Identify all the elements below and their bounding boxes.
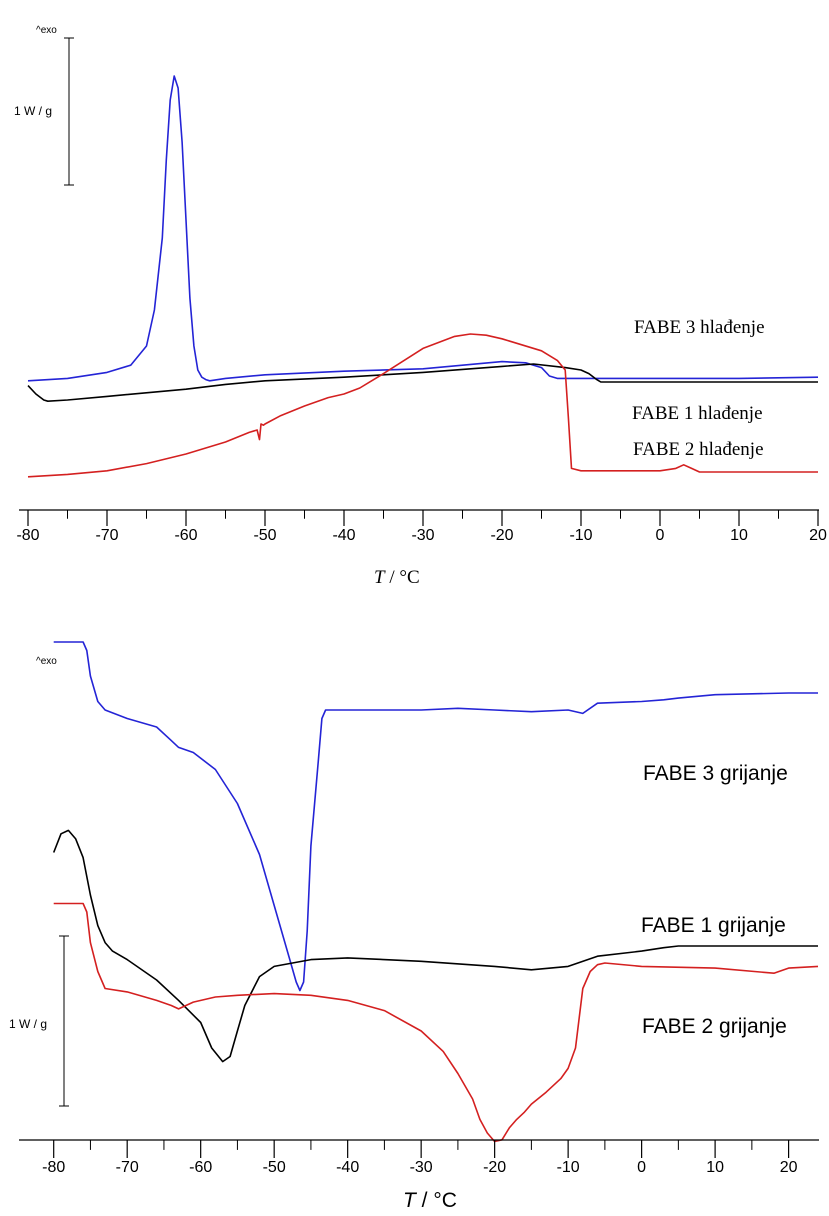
- x-axis-title-symbol: T: [374, 567, 386, 588]
- scale-bar-label: 1 W / g: [9, 1017, 47, 1031]
- series-line-1: [27, 75, 819, 382]
- x-tick-label: -40: [336, 1159, 359, 1176]
- x-tick-label: 10: [706, 1159, 724, 1176]
- series-label-fabe2: FABE 2 grijanje: [642, 1015, 787, 1038]
- x-tick-label: -80: [16, 527, 39, 544]
- x-tick-label: -60: [189, 1159, 212, 1176]
- x-tick-label: -30: [411, 527, 434, 544]
- cooling-chart: ^exo 1 W / g -80 -70 -60 -50 -40 -30 -20 -10 0 10…: [14, 25, 827, 588]
- exo-label: ^exo: [36, 25, 57, 36]
- scale-bar-label: 1 W / g: [14, 104, 52, 118]
- x-tick-label: -40: [332, 527, 355, 544]
- series-label-fabe3: FABE 3 hlađenje: [634, 317, 765, 338]
- x-tick-label: -50: [253, 527, 276, 544]
- x-tick-label: -20: [483, 1159, 506, 1176]
- x-tick-label: -10: [569, 527, 592, 544]
- x-tick-label: -20: [490, 527, 513, 544]
- series-line-2: [52, 829, 818, 1063]
- x-axis-ticks: -80 -70 -60 -50 -40 -30 -20 -10 0 10 20: [16, 510, 827, 544]
- x-axis-title: T / °C: [374, 567, 420, 588]
- series-line-1: [53, 641, 818, 992]
- x-tick-label: 0: [656, 527, 665, 544]
- x-tick-label: -60: [174, 527, 197, 544]
- x-tick-label: -80: [42, 1159, 65, 1176]
- x-tick-label: 20: [809, 527, 827, 544]
- x-tick-label: -70: [95, 527, 118, 544]
- x-axis-title: T / °C: [403, 1189, 457, 1212]
- x-axis-ticks: -80 -70 -60 -50 -40 -30 -20 -10 0 10 20: [42, 1140, 798, 1176]
- series-line-3: [53, 902, 819, 1143]
- series-label-fabe3: FABE 3 grijanje: [643, 762, 788, 785]
- series-line-3: [27, 333, 818, 478]
- exo-label: ^exo: [36, 656, 57, 667]
- heating-chart: ^exo 1 W / g -80 -70 -60 -50 -40 -30 -20 -10 0 10…: [9, 641, 819, 1212]
- x-tick-label: 0: [637, 1159, 646, 1176]
- series-label-fabe1: FABE 1 grijanje: [641, 914, 786, 937]
- series-line-2: [27, 363, 818, 402]
- x-tick-label: -50: [263, 1159, 286, 1176]
- series-label-fabe1: FABE 1 hlađenje: [632, 403, 763, 424]
- x-tick-label: 10: [730, 527, 748, 544]
- x-axis-title-unit: / °C: [385, 567, 420, 588]
- x-axis-title-symbol: T: [403, 1189, 418, 1212]
- series-label-fabe2: FABE 2 hlađenje: [633, 439, 764, 460]
- heating-curves: [52, 641, 819, 1143]
- x-axis-title-unit: / °C: [416, 1189, 457, 1212]
- x-tick-label: -10: [557, 1159, 580, 1176]
- cooling-curves: [27, 75, 819, 478]
- x-tick-label: 20: [780, 1159, 798, 1176]
- x-tick-label: -70: [116, 1159, 139, 1176]
- x-tick-label: -30: [410, 1159, 433, 1176]
